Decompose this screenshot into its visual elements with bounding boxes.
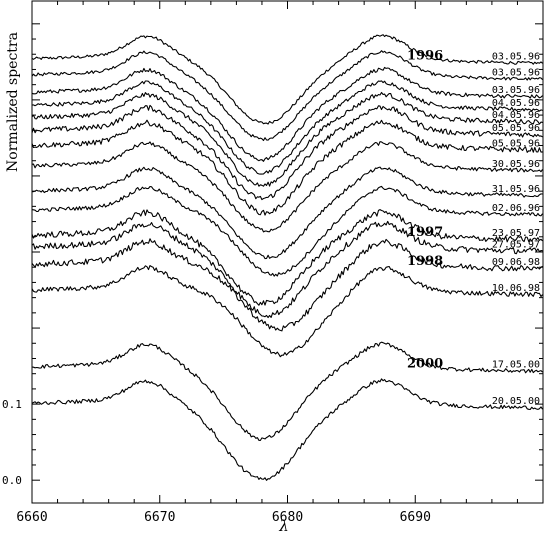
date-label-13: 09.06.98 — [492, 257, 540, 268]
label-layer: 03.05.96 03.05.96 03.05.96 04.05.9604.05.96… — [407, 49, 540, 408]
year-label-1996: 1996 — [407, 49, 443, 64]
spectrum-line-3 — [31, 66, 543, 162]
spectrum-line-2 — [31, 50, 543, 142]
year-label-2000: 2000 — [407, 357, 443, 372]
x-axis-label: λ — [278, 517, 289, 534]
x-tick-label: 6680 — [272, 510, 303, 525]
spectrum-line-9 — [31, 166, 543, 260]
y-axis-label: Normalized spectra — [5, 32, 21, 172]
spectrum-line-5 — [31, 91, 543, 187]
spectrum-line-16 — [31, 378, 543, 481]
date-label-3: 03.05.96 — [492, 85, 540, 96]
spectrum-line-7 — [31, 119, 543, 216]
spectrum-line-12 — [31, 220, 543, 319]
y-tick-label: 0.0 — [2, 474, 22, 487]
date-label-1: 03.05.96 — [492, 52, 540, 63]
date-label-2: 03.05.96 — [492, 68, 540, 79]
date-label-15: 17.05.00 — [492, 360, 540, 371]
spectrum-line-1 — [31, 34, 543, 125]
date-label-11: 23.05.97 — [492, 228, 540, 239]
date-label-9: 31.05.96 — [492, 184, 540, 195]
spectrum-line-11 — [31, 209, 543, 306]
spectrum-line-15 — [31, 341, 543, 441]
date-label-6: 05.05.96 — [492, 123, 540, 134]
x-tick-label: 6660 — [16, 510, 47, 525]
year-label-1997: 1997 — [407, 225, 443, 240]
spectrum-line-8 — [31, 141, 543, 233]
date-label-8: 30.05.96 — [492, 159, 540, 170]
date-label-10: 02.06.96 — [492, 203, 540, 214]
series-layer — [31, 34, 543, 481]
y-tick-label: 0.1 — [2, 398, 22, 411]
x-tick-label: 6690 — [400, 510, 431, 525]
date-label-5: 04.05.96 — [492, 110, 540, 121]
spectrum-line-13 — [31, 238, 543, 332]
spectrum-line-6 — [31, 104, 543, 201]
spectrum-line-14 — [31, 265, 543, 358]
spectrum-line-10 — [31, 185, 543, 277]
date-label-14: 10.06.98 — [492, 283, 540, 294]
date-label-4: 04.05.96 — [492, 98, 540, 109]
year-label-1998: 1998 — [407, 254, 443, 269]
axis-layer: 6660 6670 6680 6690 0.0 0.1 — [2, 1, 544, 525]
date-label-7: 05.05.96 — [492, 138, 540, 149]
spectrum-line-4 — [31, 80, 543, 175]
x-tick-label: 6670 — [144, 510, 175, 525]
date-label-16: 20.05.00 — [492, 396, 540, 407]
plot-frame — [31, 0, 544, 504]
date-label-12: 27.05.97 — [492, 239, 540, 250]
